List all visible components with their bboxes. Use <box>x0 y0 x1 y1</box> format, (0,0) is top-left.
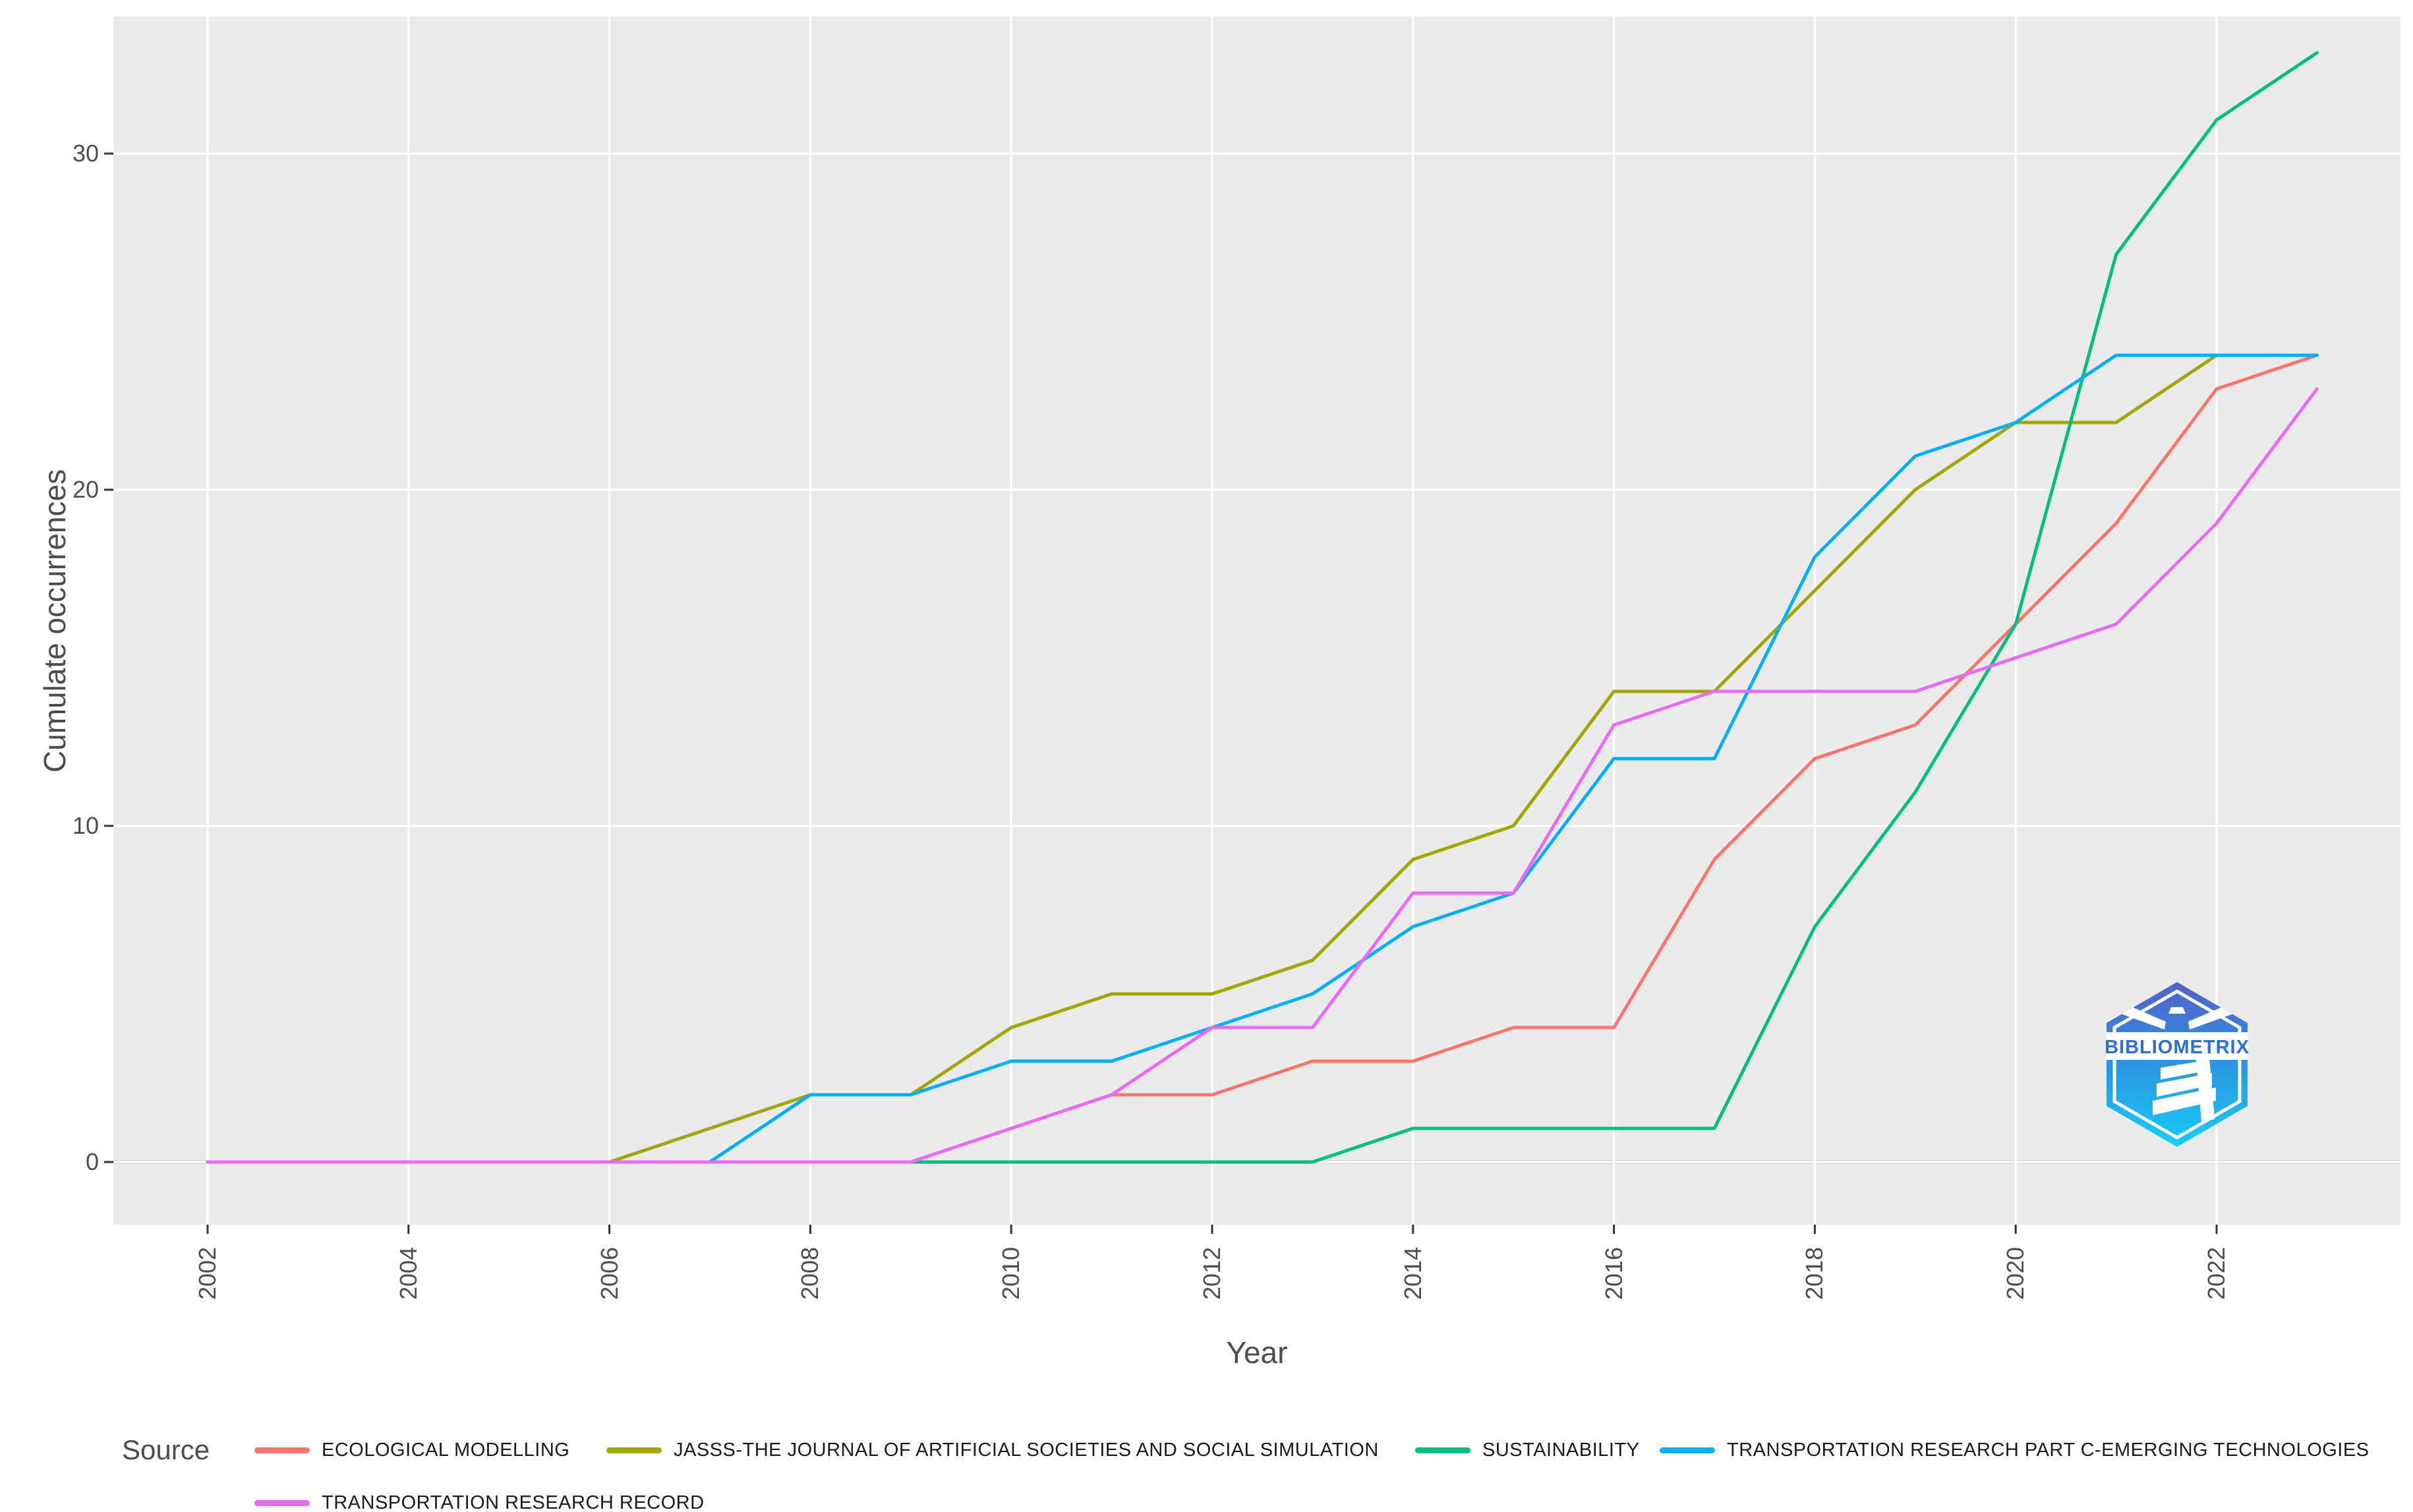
x-tick-label-2006: 2006 <box>595 1246 623 1300</box>
logo-lighthouse-icon <box>2107 1001 2248 1122</box>
logo-text: BIBLIOMETRIX <box>2105 1037 2250 1058</box>
legend-item-transportation: TRANSPORTATION RESEARCH PART C-EMERGING … <box>1660 1436 2369 1465</box>
x-tick-label-2022: 2022 <box>2203 1246 2230 1300</box>
x-tick-label-2010: 2010 <box>997 1246 1025 1300</box>
x-tick-label-2020: 2020 <box>2002 1246 2029 1300</box>
x-tick-label-2004: 2004 <box>394 1246 422 1300</box>
legend-label: JASSS-THE JOURNAL OF ARTIFICIAL SOCIETIE… <box>674 1439 1379 1461</box>
legend-label: SUSTAINABILITY <box>1482 1439 1640 1461</box>
x-axis-title: Year <box>1226 1335 1288 1370</box>
bibliometrix-logo: BIBLIOMETRIX <box>2105 982 2250 1147</box>
x-tick-label-2018: 2018 <box>1801 1246 1828 1300</box>
legend-swatch <box>606 1447 662 1453</box>
panel-background <box>113 16 2400 1225</box>
x-tick-label-2016: 2016 <box>1600 1246 1627 1300</box>
x-tick-label-2002: 2002 <box>194 1246 221 1300</box>
y-tick-label-10: 10 <box>72 812 99 839</box>
y-tick-label-30: 30 <box>72 140 99 167</box>
legend-item-transportation: TRANSPORTATION RESEARCH RECORD <box>254 1488 705 1512</box>
legend-label: TRANSPORTATION RESEARCH RECORD <box>322 1492 705 1512</box>
legend-item-jasss-the: JASSS-THE JOURNAL OF ARTIFICIAL SOCIETIE… <box>606 1436 1379 1465</box>
legend-label: ECOLOGICAL MODELLING <box>322 1439 570 1461</box>
legend-title: Source <box>122 1434 210 1465</box>
legend-item-sustainability: SUSTAINABILITY <box>1415 1436 1640 1465</box>
legend-label: TRANSPORTATION RESEARCH PART C-EMERGING … <box>1727 1439 2369 1461</box>
x-tick-label-2008: 2008 <box>796 1246 824 1300</box>
y-tick-label-0: 0 <box>85 1148 99 1175</box>
logo-hexagon <box>2107 982 2248 1147</box>
legend-swatch <box>1660 1447 1715 1453</box>
y-axis-title: Cumulate occurrences <box>38 469 72 773</box>
legend-swatch <box>254 1447 310 1453</box>
legend-swatch <box>1415 1447 1470 1453</box>
y-tick-label-20: 20 <box>72 476 99 503</box>
x-tick-label-2012: 2012 <box>1198 1246 1225 1300</box>
legend-swatch <box>254 1499 310 1506</box>
series-line-transportation <box>206 387 2319 1164</box>
x-tick-label-2014: 2014 <box>1399 1246 1426 1300</box>
legend-item-ecological: ECOLOGICAL MODELLING <box>254 1436 569 1465</box>
